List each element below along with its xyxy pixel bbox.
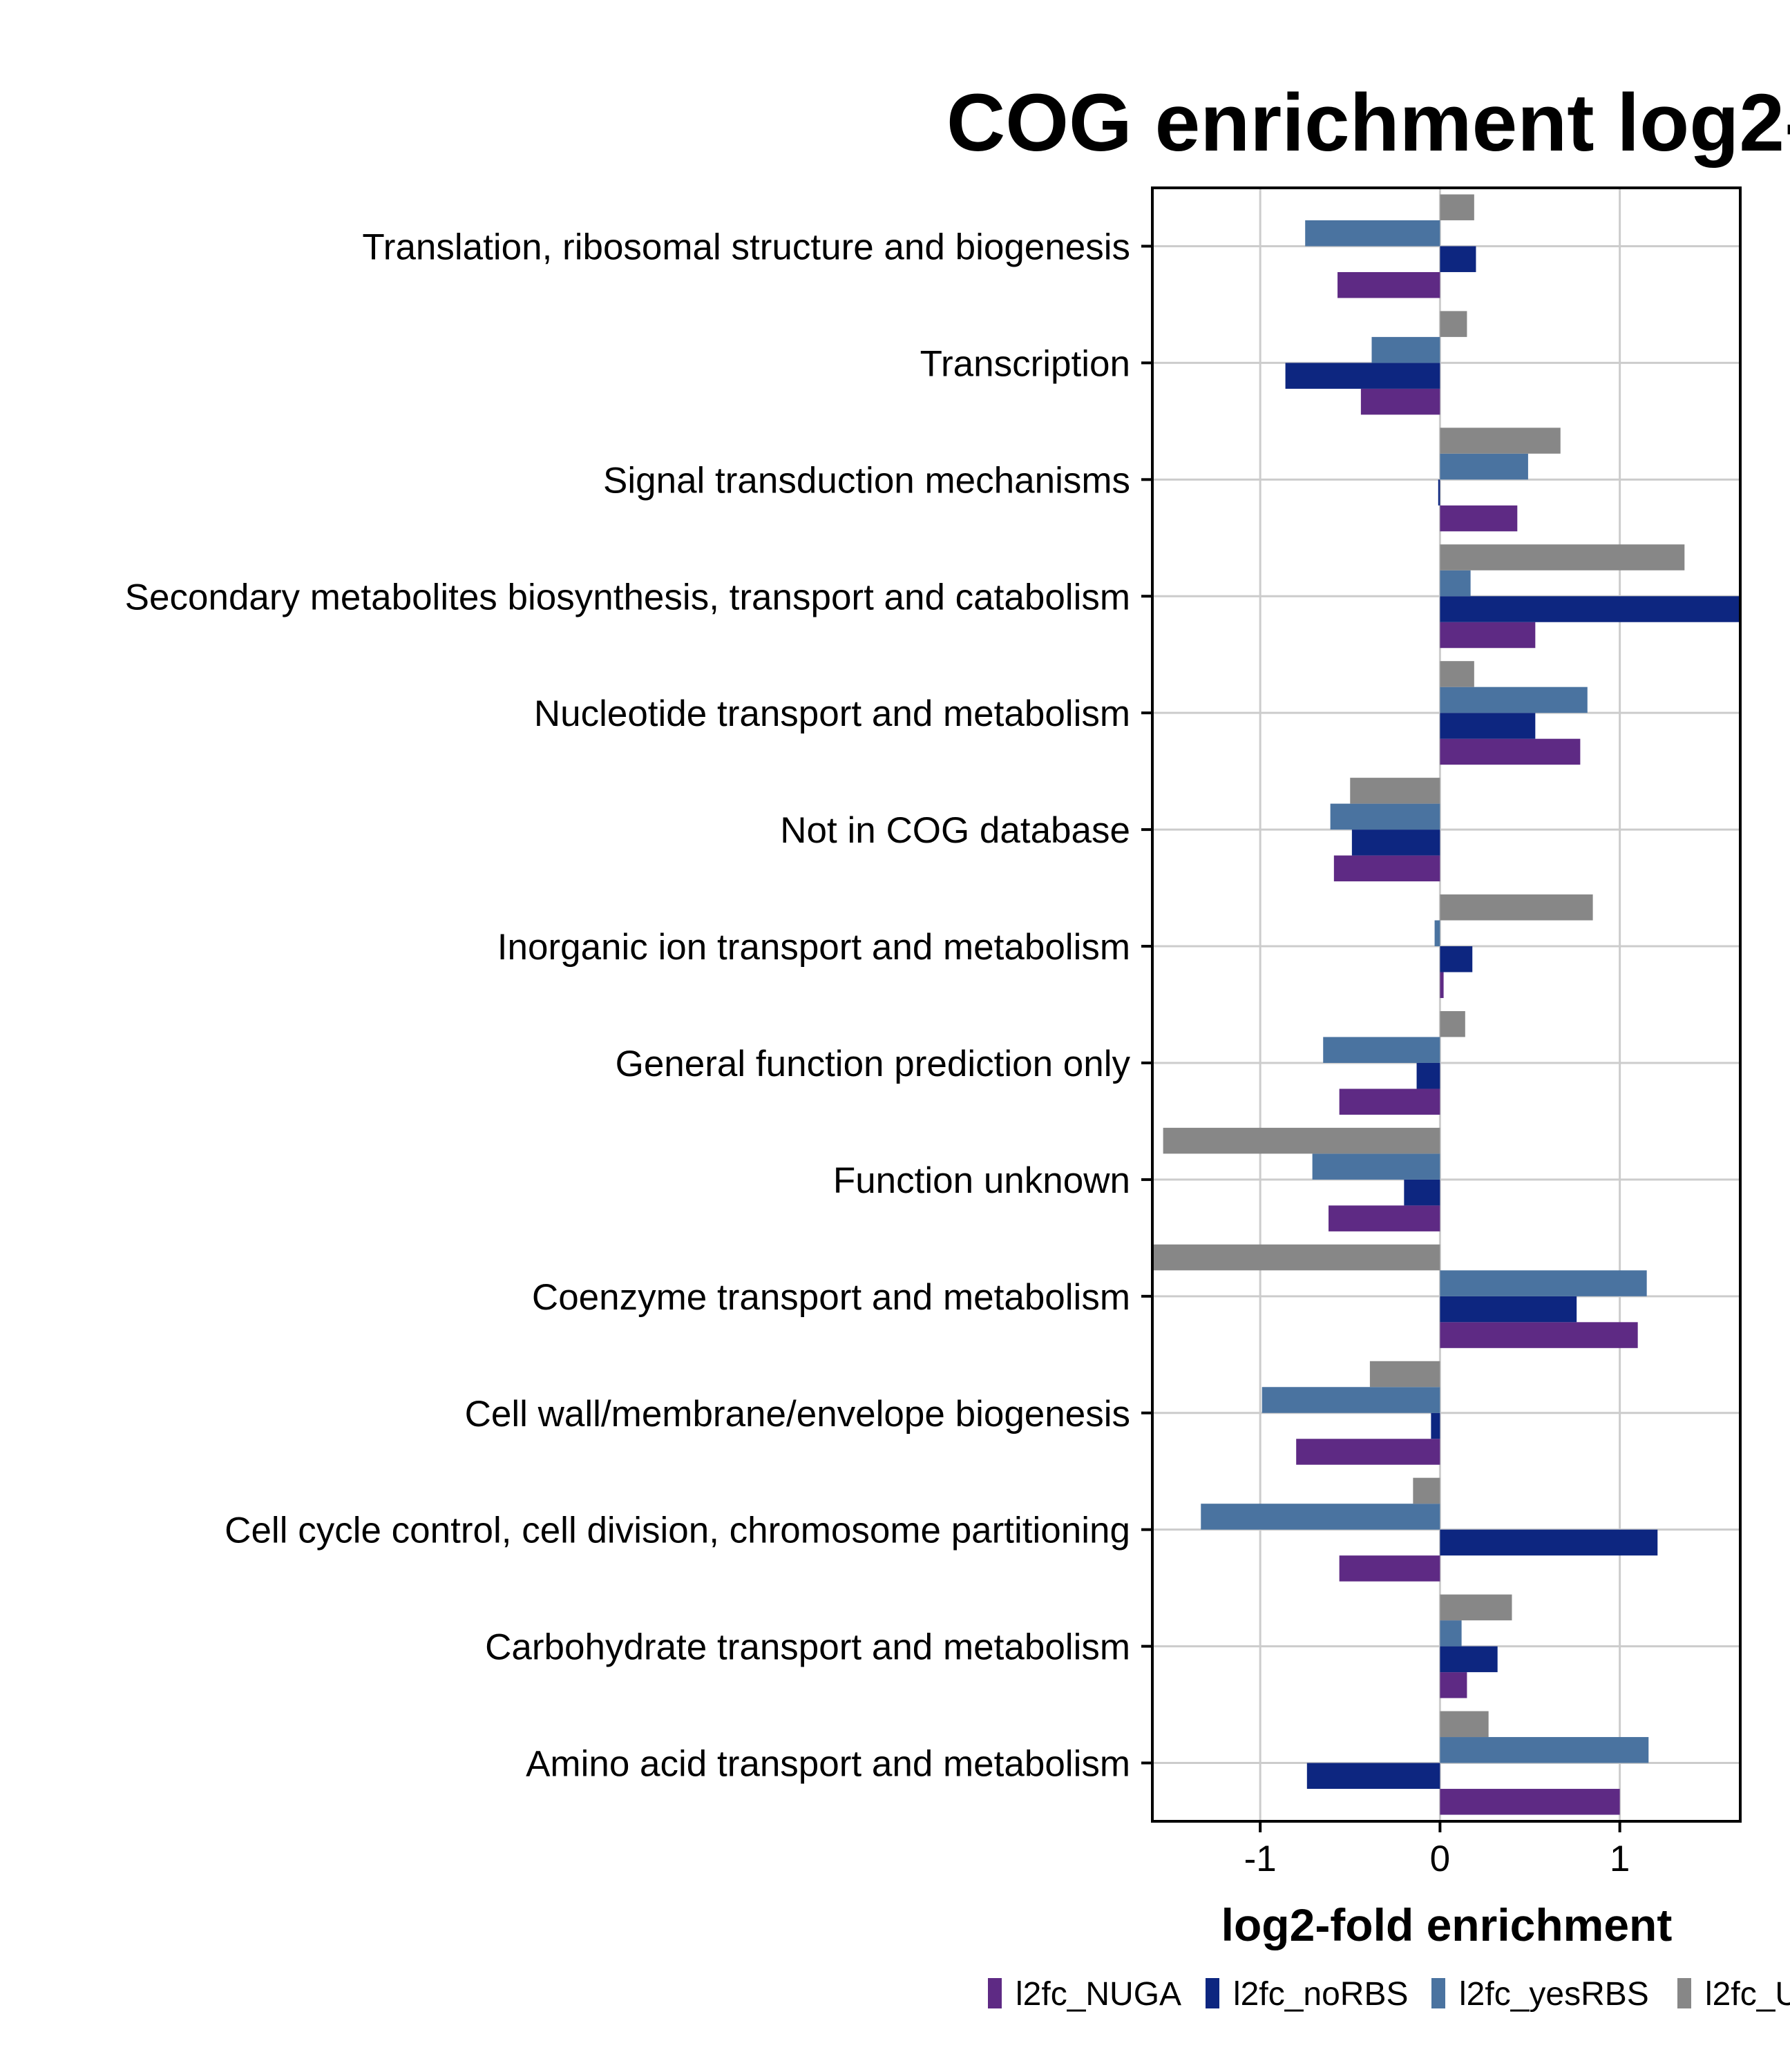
bars (1152, 194, 1740, 1815)
x-tick-label: -1 (1244, 1839, 1277, 1879)
bar-l2fc_NUGA-6 (1440, 972, 1444, 999)
bar-l2fc_yesRBS-5 (1330, 803, 1440, 830)
chart-title: COG enrichment log2- (946, 77, 1790, 169)
bar-l2fc_yesRBS-9 (1440, 1270, 1647, 1296)
category-label: Secondary metabolites biosynthesis, tran… (125, 577, 1130, 617)
y-axis: Translation, ribosomal structure and bio… (125, 227, 1152, 1785)
bar-l2fc_U-13 (1440, 1711, 1489, 1738)
bar-l2fc_yesRBS-10 (1261, 1387, 1440, 1413)
bar-l2fc_noRBS-5 (1351, 829, 1440, 856)
bar-l2fc_U-7 (1440, 1010, 1465, 1037)
category-label: Inorganic ion transport and metabolism (497, 927, 1130, 968)
bar-l2fc_NUGA-13 (1440, 1789, 1620, 1815)
category-label: Signal transduction mechanisms (603, 460, 1130, 501)
bar-l2fc_noRBS-8 (1404, 1179, 1440, 1206)
x-tick-label: 1 (1610, 1839, 1630, 1879)
category-label: Not in COG database (780, 810, 1130, 851)
category-label: Coenzyme transport and metabolism (532, 1277, 1130, 1318)
bar-l2fc_U-11 (1413, 1477, 1440, 1504)
category-label: Cell cycle control, cell division, chrom… (225, 1510, 1130, 1551)
bar-l2fc_yesRBS-7 (1323, 1037, 1440, 1063)
bar-l2fc_yesRBS-3 (1440, 570, 1471, 597)
bar-l2fc_NUGA-0 (1337, 271, 1440, 298)
bar-l2fc_yesRBS-11 (1201, 1504, 1440, 1530)
category-label: Cell wall/membrane/envelope biogenesis (465, 1394, 1130, 1435)
bar-l2fc_noRBS-9 (1440, 1296, 1577, 1323)
bar-l2fc_yesRBS-6 (1434, 920, 1440, 947)
bar-l2fc_NUGA-3 (1440, 622, 1536, 649)
bar-l2fc_NUGA-2 (1440, 505, 1518, 532)
bar-l2fc_noRBS-0 (1440, 246, 1476, 272)
bar-l2fc_U-2 (1440, 428, 1561, 454)
x-axis-title: log2-fold enrichment (1221, 1899, 1673, 1950)
bar-l2fc_noRBS-3 (1440, 596, 1740, 622)
bar-l2fc_NUGA-8 (1329, 1205, 1440, 1231)
bar-l2fc_U-12 (1440, 1594, 1512, 1621)
legend-swatch-l2fc_noRBS (1206, 1978, 1219, 2008)
bar-l2fc_U-8 (1163, 1127, 1440, 1154)
bar-l2fc_noRBS-7 (1416, 1062, 1440, 1089)
legend-swatch-l2fc_U (1677, 1978, 1691, 2008)
legend: l2fc_NUGA l2fc_noRBS l2fc_yesRBS l2fc_U (988, 1976, 1790, 2013)
bar-l2fc_noRBS-4 (1440, 713, 1536, 739)
bar-l2fc_yesRBS-2 (1440, 453, 1528, 480)
bar-l2fc_yesRBS-4 (1440, 687, 1588, 713)
bar-l2fc_noRBS-13 (1306, 1763, 1440, 1790)
bar-l2fc_NUGA-7 (1339, 1088, 1440, 1115)
legend-label-l2fc_U: l2fc_U (1705, 1976, 1790, 2013)
category-label: Transcription (920, 343, 1130, 384)
category-label: General function prediction only (616, 1044, 1131, 1084)
bar-l2fc_U-9 (1152, 1244, 1440, 1271)
bar-l2fc_NUGA-12 (1440, 1672, 1467, 1698)
category-label: Nucleotide transport and metabolism (534, 693, 1130, 734)
bar-l2fc_noRBS-1 (1285, 363, 1440, 389)
category-label: Carbohydrate transport and metabolism (485, 1627, 1130, 1668)
category-label: Translation, ribosomal structure and bio… (362, 227, 1130, 267)
bar-l2fc_U-4 (1440, 661, 1474, 687)
bar-l2fc_U-5 (1350, 778, 1440, 804)
bar-l2fc_noRBS-12 (1440, 1646, 1498, 1673)
bar-l2fc_NUGA-10 (1296, 1439, 1440, 1465)
category-label: Amino acid transport and metabolism (526, 1744, 1130, 1785)
bar-l2fc_noRBS-11 (1440, 1529, 1658, 1556)
bar-l2fc_NUGA-9 (1440, 1322, 1638, 1348)
bar-l2fc_yesRBS-0 (1305, 220, 1440, 247)
bar-l2fc_NUGA-5 (1333, 855, 1440, 882)
bar-l2fc_NUGA-11 (1339, 1555, 1440, 1582)
legend-swatch-l2fc_NUGA (988, 1978, 1002, 2008)
bar-l2fc_U-10 (1369, 1361, 1440, 1388)
legend-label-l2fc_NUGA: l2fc_NUGA (1016, 1976, 1181, 2013)
category-label: Function unknown (833, 1160, 1130, 1201)
bar-l2fc_U-0 (1440, 194, 1474, 220)
bar-l2fc_U-1 (1440, 311, 1467, 337)
bar-l2fc_noRBS-2 (1438, 479, 1440, 506)
bar-l2fc_NUGA-1 (1360, 388, 1440, 415)
plot-frame (1151, 186, 1742, 1823)
x-axis: -1 0 1 (1244, 1821, 1630, 1879)
bar-l2fc_U-6 (1440, 894, 1593, 921)
bar-l2fc_yesRBS-8 (1312, 1153, 1440, 1180)
bar-l2fc_NUGA-4 (1440, 738, 1581, 765)
bar-l2fc_U-3 (1440, 544, 1685, 570)
bar-l2fc_yesRBS-12 (1440, 1620, 1462, 1647)
bar-l2fc_yesRBS-1 (1371, 336, 1440, 363)
bar-l2fc_noRBS-10 (1431, 1412, 1440, 1439)
bar-l2fc_yesRBS-13 (1440, 1737, 1649, 1763)
legend-label-l2fc_yesRBS: l2fc_yesRBS (1459, 1976, 1649, 2013)
legend-swatch-l2fc_yesRBS (1431, 1978, 1445, 2008)
bar-l2fc_noRBS-6 (1440, 946, 1473, 972)
x-tick-label: 0 (1430, 1839, 1450, 1879)
legend-label-l2fc_noRBS: l2fc_noRBS (1233, 1976, 1408, 2013)
